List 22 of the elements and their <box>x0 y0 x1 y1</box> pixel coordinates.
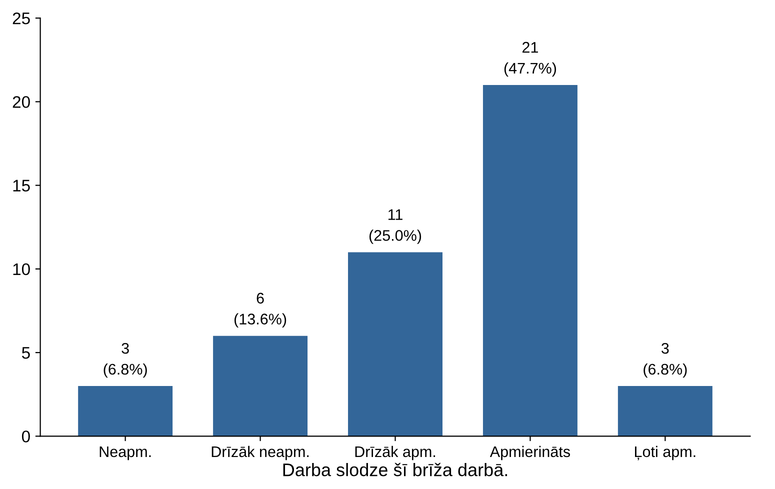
y-tick-label: 25 <box>12 12 30 24</box>
y-tick-label: 20 <box>12 96 30 108</box>
y-tick-label: 15 <box>13 180 30 192</box>
bar <box>213 336 308 436</box>
y-tick-label: 10 <box>13 263 30 276</box>
data-label: 6 (13.6%) <box>234 292 286 328</box>
bar <box>78 386 173 436</box>
y-tick-label: 0 <box>22 430 30 442</box>
bar <box>618 386 712 436</box>
y-tick-label: 5 <box>22 347 30 359</box>
data-label: 11 (25.0%) <box>369 209 422 244</box>
x-tick-label: Apmierināts <box>490 446 570 460</box>
x-tick-label: Drīzāk neapm. <box>212 446 309 460</box>
bar <box>348 252 442 436</box>
data-label: 3 (6.8%) <box>644 342 687 378</box>
x-axis-title: Darba slodze šī brīža darbā. <box>283 462 508 476</box>
x-tick-label: Neapm. <box>100 446 151 460</box>
bar <box>482 84 578 436</box>
data-label: 21 (47.7%) <box>504 42 556 77</box>
x-tick-label: Ļoti apm. <box>635 446 696 460</box>
data-label: 3 (6.8%) <box>104 342 147 378</box>
x-tick-label: Drīzāk apm. <box>355 446 436 460</box>
